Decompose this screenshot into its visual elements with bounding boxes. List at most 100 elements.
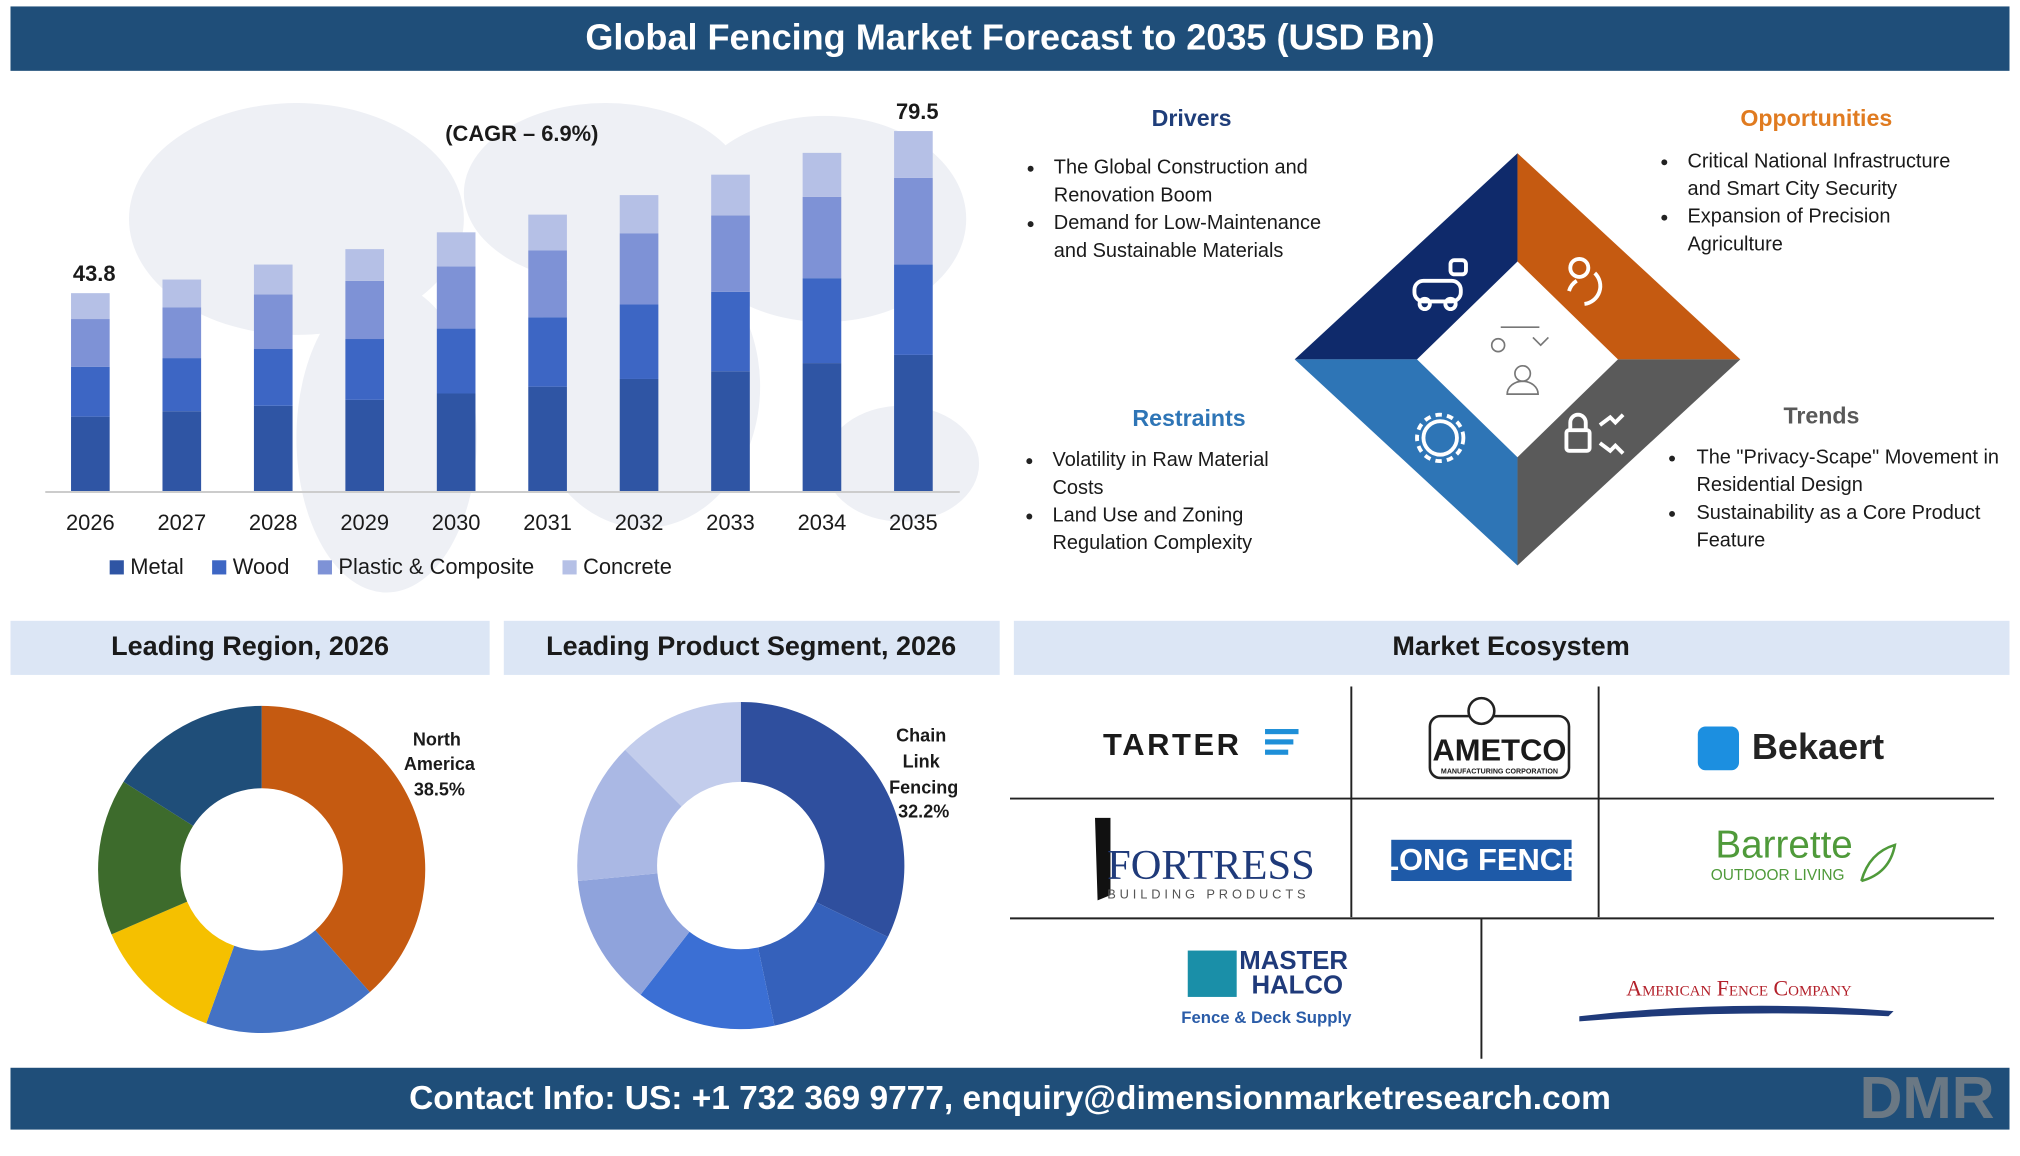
text-line: Agriculture bbox=[1687, 234, 1782, 256]
legend-label: Wood bbox=[233, 554, 290, 579]
slice-value-label: 38.5% bbox=[414, 780, 465, 800]
section-header bbox=[10, 620, 490, 675]
bar-segment bbox=[802, 152, 842, 197]
donut-slice bbox=[625, 701, 741, 807]
legend-label: Plastic & Composite bbox=[338, 554, 534, 579]
bar-segment bbox=[894, 264, 933, 355]
quadrant-texts: Drivers The Global Construction and Renov… bbox=[1026, 105, 2005, 554]
donut-slice bbox=[740, 701, 905, 938]
company-logo: MASTER HALCO bbox=[1239, 947, 1355, 999]
bar-segment bbox=[528, 214, 567, 251]
donut-slice bbox=[577, 749, 682, 881]
legend-label: Concrete bbox=[583, 554, 672, 579]
quadrant-item: Sustainability as a Core Product Feature bbox=[1697, 502, 1986, 552]
bar-segment bbox=[71, 319, 110, 367]
center-icon bbox=[1490, 326, 1549, 395]
company-tagline: MANUFACTURING CORPORATION bbox=[1441, 767, 1558, 775]
contact-info: Contact Info: US: +1 732 369 9777, enqui… bbox=[409, 1080, 1611, 1117]
bar-segment bbox=[528, 386, 567, 493]
footer-bar bbox=[10, 1067, 2010, 1130]
company-logo: FORTRESS bbox=[1107, 842, 1315, 889]
bar-segment bbox=[436, 232, 476, 267]
bullet bbox=[1661, 214, 1668, 221]
section-title: Leading Product Segment, 2026 bbox=[546, 631, 956, 661]
legend-label: Metal bbox=[130, 554, 184, 579]
bar-segment bbox=[711, 291, 750, 372]
text-line: The Global Construction and bbox=[1054, 157, 1314, 179]
diamond bbox=[1294, 153, 1741, 566]
bar-segment bbox=[711, 215, 750, 292]
bar-segment bbox=[436, 328, 476, 394]
text-line: Volatility in Raw Material bbox=[1053, 449, 1275, 471]
legend-swatch bbox=[562, 560, 577, 575]
opportunities-quadrant bbox=[1517, 153, 1741, 360]
donut-slice bbox=[98, 781, 194, 935]
quadrant-title: Trends bbox=[1783, 402, 1859, 428]
section-header bbox=[1013, 620, 2010, 675]
logo-mark bbox=[1187, 950, 1237, 997]
text-line: Residential Design bbox=[1697, 474, 1863, 496]
logo-frame bbox=[1391, 839, 1572, 882]
restraints-quadrant bbox=[1294, 359, 1518, 566]
x-tick-label: 2027 bbox=[157, 510, 206, 535]
x-tick-label: 2031 bbox=[523, 510, 572, 535]
brand-logo: DMR bbox=[1860, 1064, 1995, 1131]
donut-slice bbox=[640, 931, 775, 1030]
slice-label: Chain Link Fencing bbox=[889, 726, 958, 798]
bar-segment bbox=[436, 266, 476, 329]
logo-mark bbox=[1095, 817, 1111, 901]
logo-mark bbox=[1467, 696, 1496, 726]
quadrant-item: Demand for Low-Maintenance and Sustainab… bbox=[1054, 212, 1327, 262]
company-tagline: Fence & Deck Supply bbox=[1181, 1008, 1352, 1027]
x-tick-label: 2028 bbox=[249, 510, 298, 535]
quadrant-item: The "Privacy-Scape" Movement in Resident… bbox=[1697, 447, 2005, 497]
ecosystem-grid bbox=[1009, 686, 1995, 1059]
bullet bbox=[1026, 458, 1033, 465]
donut-slice bbox=[111, 901, 235, 1024]
header-bar bbox=[10, 6, 2010, 71]
bar-segment bbox=[162, 411, 202, 493]
cagr-label: (CAGR – 6.9%) bbox=[445, 121, 598, 146]
logo-mark bbox=[1697, 726, 1740, 771]
section-title: Market Ecosystem bbox=[1392, 631, 1629, 661]
company-logo: TARTER bbox=[1103, 727, 1242, 762]
total-label: 43.8 bbox=[73, 261, 116, 286]
bar-segment bbox=[253, 294, 293, 350]
company-logo: American Fence Company bbox=[1626, 976, 1852, 1001]
text-line: and Smart City Security bbox=[1687, 178, 1897, 200]
bullet bbox=[1661, 159, 1668, 166]
trends-quadrant bbox=[1517, 359, 1741, 566]
logo-mark bbox=[1860, 843, 1897, 883]
bar-segment bbox=[894, 177, 933, 265]
bar-segment bbox=[253, 405, 293, 493]
text-line: Chain bbox=[896, 726, 951, 746]
quadrant-icons bbox=[1412, 256, 1625, 464]
section-header bbox=[503, 620, 1000, 675]
bar-segment bbox=[162, 279, 202, 308]
section-title: Leading Region, 2026 bbox=[111, 631, 389, 661]
bar-segment bbox=[436, 393, 476, 493]
text-line: Link bbox=[903, 751, 945, 771]
x-tick-label: 2034 bbox=[798, 510, 847, 535]
bar-segment bbox=[162, 358, 202, 412]
company-logo: Bekaert bbox=[1752, 726, 1884, 767]
text-line: Costs bbox=[1053, 477, 1104, 499]
x-tick-label: 2033 bbox=[706, 510, 755, 535]
donut-charts bbox=[98, 701, 905, 1033]
text-line: Land Use and Zoning bbox=[1053, 505, 1249, 527]
slice-label: North America bbox=[404, 729, 476, 773]
text-line: Feature bbox=[1697, 530, 1766, 552]
x-tick-label: 2030 bbox=[432, 510, 481, 535]
donut-slice bbox=[261, 705, 426, 993]
quadrant-title: Opportunities bbox=[1740, 105, 1892, 131]
legend-swatch bbox=[212, 560, 227, 575]
bullet bbox=[1026, 513, 1033, 520]
text-line: The "Privacy-Scape" Movement in bbox=[1697, 447, 2005, 469]
x-tick-label: 2035 bbox=[889, 510, 938, 535]
company-logo: Barrette bbox=[1715, 824, 1852, 867]
company-tagline: BUILDING PRODUCTS bbox=[1107, 887, 1309, 902]
diamond-center bbox=[1417, 261, 1618, 458]
quadrant-item: Critical National Infrastructure and Sma… bbox=[1687, 151, 1955, 201]
legend-swatch bbox=[109, 560, 124, 575]
